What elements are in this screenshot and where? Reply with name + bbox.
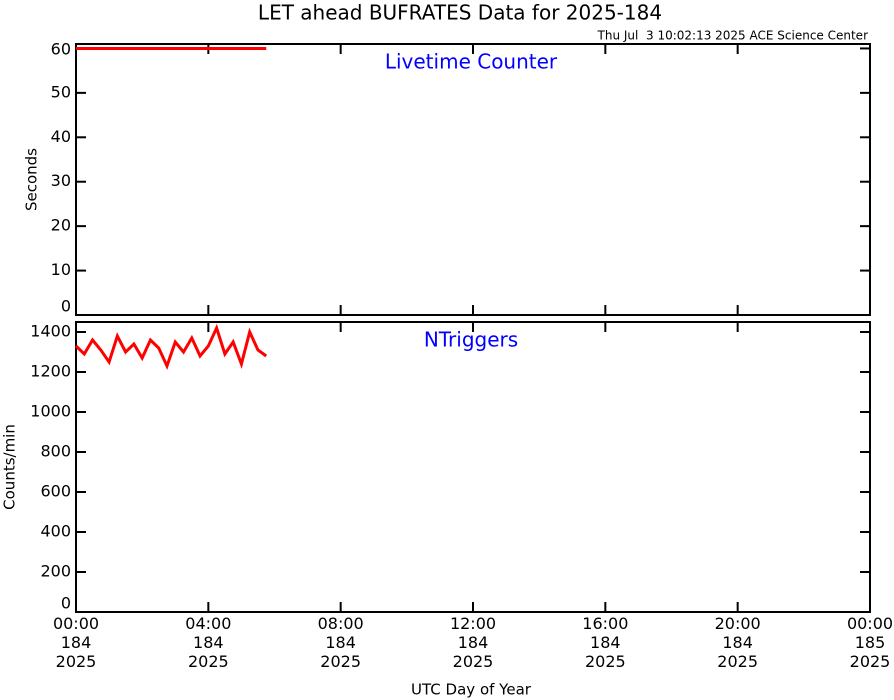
y-tick-label: 20 xyxy=(51,216,71,235)
y-axis-label: Seconds xyxy=(23,148,41,211)
y-tick-label: 0 xyxy=(61,297,71,316)
x-tick-label: 20:00 184 2025 xyxy=(714,614,761,671)
chart-subtitle: Thu Jul 3 10:02:13 2025 ACE Science Cent… xyxy=(597,29,869,43)
y-tick-label: 40 xyxy=(51,127,71,146)
y-tick-label: 1000 xyxy=(30,402,71,421)
y-tick-label: 60 xyxy=(51,40,71,59)
x-tick-label: 16:00 184 2025 xyxy=(582,614,629,671)
y-tick-label: 600 xyxy=(40,482,71,501)
plot-frame xyxy=(75,321,871,613)
x-tick-label: 08:00 184 2025 xyxy=(317,614,364,671)
x-tick-label: 00:00 184 2025 xyxy=(52,614,100,671)
panel-annotation: Livetime Counter xyxy=(385,50,558,74)
y-tick-label: 50 xyxy=(51,82,71,101)
y-tick-label: 1200 xyxy=(30,362,71,381)
data-line xyxy=(74,323,268,371)
x-axis-label: UTC Day of Year xyxy=(411,681,532,699)
y-tick-label: 200 xyxy=(40,562,71,581)
y-tick-label: 0 xyxy=(61,594,71,613)
chart-title: LET ahead BUFRATES Data for 2025-184 xyxy=(258,1,662,25)
panel-annotation: NTriggers xyxy=(424,328,518,352)
x-tick-label: 00:00 185 2025 xyxy=(846,614,894,671)
y-tick-label: 30 xyxy=(51,171,71,190)
x-tick-label: 04:00 184 2025 xyxy=(185,614,232,671)
y-axis-label: Counts/min xyxy=(1,424,19,510)
x-tick-label: 12:00 184 2025 xyxy=(449,614,497,671)
y-tick-label: 1400 xyxy=(30,322,71,341)
y-tick-label: 10 xyxy=(51,260,71,279)
y-tick-label: 400 xyxy=(40,522,71,541)
plot-frame xyxy=(75,43,871,316)
y-tick-label: 800 xyxy=(40,442,71,461)
